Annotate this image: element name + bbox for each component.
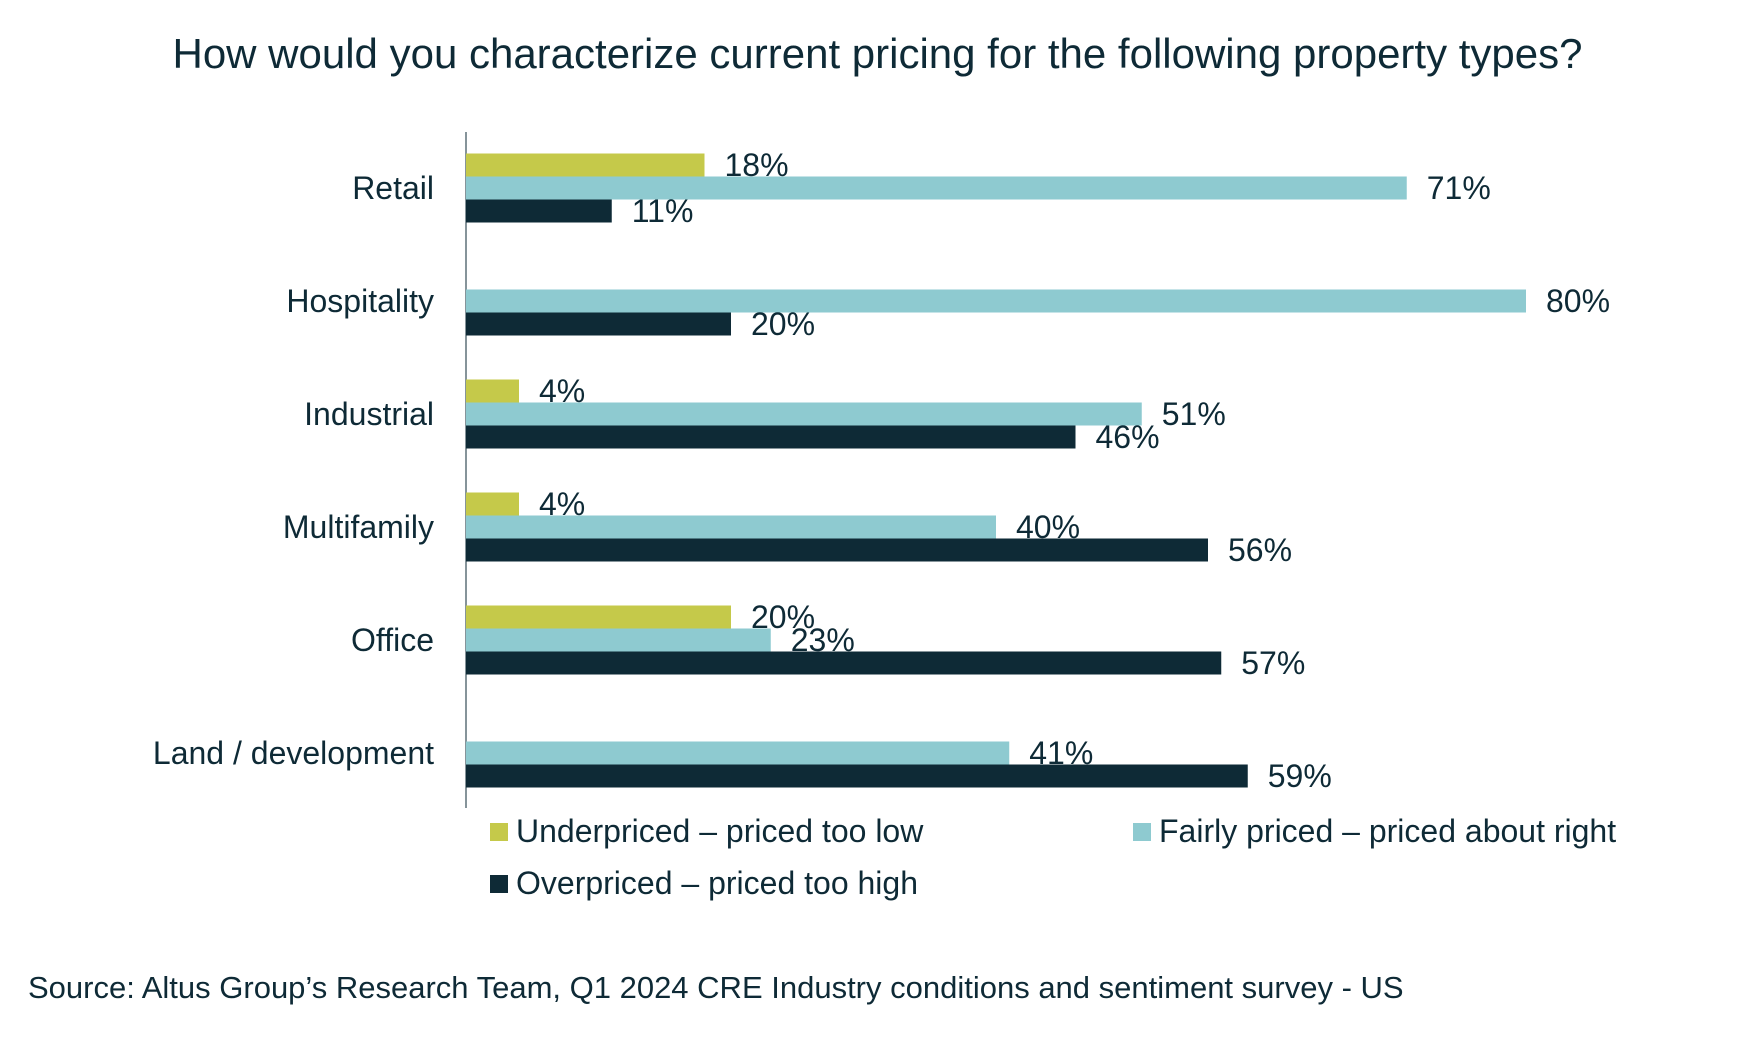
bar — [466, 492, 519, 516]
data-label: 57% — [1241, 645, 1305, 681]
legend-label: Underpriced – priced too low — [516, 813, 924, 849]
bar — [466, 741, 1010, 765]
category-label: Hospitality — [286, 283, 434, 319]
data-label: 71% — [1427, 170, 1491, 206]
category-label: Retail — [352, 170, 434, 206]
legend-item-fairly-priced: Fairly priced – priced about right — [1133, 813, 1616, 850]
legend-swatch-underpriced — [490, 822, 508, 841]
data-label: 11% — [632, 193, 694, 229]
legend-label: Overpriced – priced too high — [516, 865, 918, 901]
bar — [466, 515, 996, 539]
bar — [466, 538, 1208, 562]
bar — [466, 379, 519, 403]
source-note: Source: Altus Group’s Research Team, Q1 … — [28, 970, 1404, 1005]
legend-label: Fairly priced – priced about right — [1159, 813, 1617, 849]
legend-swatch-overpriced — [490, 874, 508, 893]
chart-title: How would you characterize current prici… — [172, 30, 1583, 77]
legend-item-overpriced: Overpriced – priced too high — [490, 865, 918, 902]
data-label: 59% — [1268, 758, 1332, 794]
bar — [466, 764, 1248, 788]
data-label: 51% — [1162, 396, 1226, 432]
bar — [466, 605, 731, 629]
bar — [466, 628, 771, 652]
category-label: Office — [351, 622, 434, 658]
data-label: 80% — [1546, 283, 1610, 319]
bar — [466, 402, 1142, 426]
legend-swatch-fairly-priced — [1133, 822, 1151, 841]
category-label: Land / development — [153, 735, 434, 771]
category-label: Industrial — [304, 396, 434, 432]
bar — [466, 312, 731, 336]
bar — [466, 176, 1407, 200]
category-label: Multifamily — [283, 509, 434, 545]
bar — [466, 199, 612, 223]
bar — [466, 153, 705, 177]
bar — [466, 289, 1526, 313]
bar — [466, 651, 1222, 675]
bar — [466, 425, 1076, 449]
data-label: 56% — [1228, 532, 1292, 568]
data-label: 46% — [1096, 419, 1160, 455]
legend-item-underpriced: Underpriced – priced too low — [490, 813, 923, 850]
data-label: 20% — [751, 306, 815, 342]
